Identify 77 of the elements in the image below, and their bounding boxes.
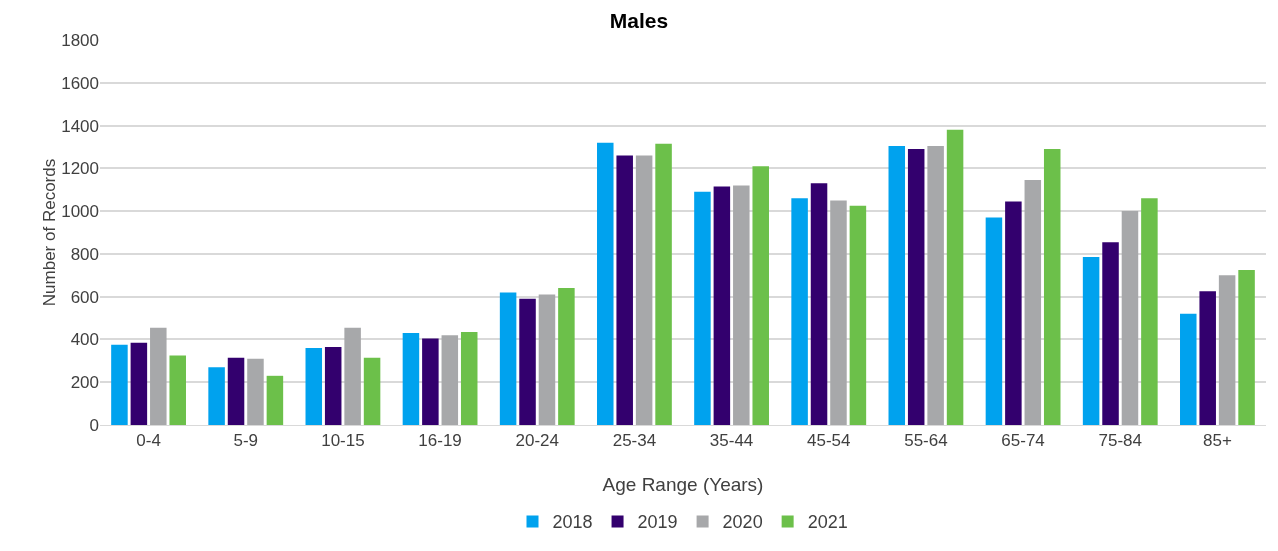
bar: [810, 183, 828, 425]
y-tick-label: 200: [70, 373, 99, 393]
y-tick-label: 800: [70, 244, 99, 264]
bar: [558, 288, 575, 425]
bar: [169, 355, 186, 425]
bar: [499, 292, 517, 425]
bar: [324, 346, 342, 425]
bar: [733, 185, 750, 425]
bar: [1199, 291, 1216, 425]
bar: [422, 338, 439, 425]
x-tick-label: 35-44: [709, 431, 754, 451]
bar: [907, 149, 925, 425]
x-tick-label: 0-4: [136, 431, 161, 451]
bar: [791, 198, 808, 425]
chart-title: Males: [609, 9, 669, 33]
bar: [402, 333, 420, 425]
bar: [1005, 201, 1022, 425]
bar: [985, 217, 1003, 425]
y-tick-label: 1000: [61, 202, 99, 222]
bar: [597, 142, 614, 425]
bar: [266, 375, 284, 425]
bar: [519, 298, 536, 425]
bar: [1043, 149, 1061, 425]
y-tick-label: 600: [70, 287, 99, 307]
x-tick-label: 5-9: [233, 431, 259, 451]
x-tick-label: 65-74: [1001, 431, 1045, 451]
y-tick-label: 0: [89, 415, 99, 435]
bar: [1024, 180, 1042, 425]
y-tick-label: 1800: [61, 30, 99, 50]
bar: [227, 357, 245, 425]
bar: [830, 200, 847, 425]
bar: [150, 327, 167, 425]
bar: [713, 186, 731, 425]
bar: [363, 357, 381, 425]
x-tick-label: 16-19: [418, 431, 462, 451]
bar: [344, 327, 361, 425]
y-tick-label: 1600: [61, 73, 99, 93]
bar: [111, 344, 128, 425]
bar: [888, 145, 906, 425]
bar: [655, 143, 672, 425]
bar: [441, 335, 459, 425]
legend-label: 2018: [552, 512, 593, 533]
bar: [635, 155, 653, 425]
bar: [1180, 313, 1197, 425]
x-tick-label: 45-54: [807, 431, 851, 451]
bar: [1082, 257, 1100, 425]
x-tick-label: 75-84: [1098, 431, 1142, 451]
y-axis-title: Number of Records: [40, 158, 60, 307]
bar: [946, 129, 964, 425]
x-tick-label: 55-64: [904, 431, 948, 451]
legend-label: 2019: [637, 512, 678, 533]
bar: [1141, 198, 1158, 425]
bar: [208, 367, 225, 425]
x-tick-label: 85+: [1203, 431, 1232, 451]
bar: [1238, 269, 1255, 425]
y-tick-label: 400: [70, 330, 99, 350]
bar: [1218, 275, 1236, 425]
y-tick-label: 1400: [61, 116, 99, 136]
bar: [849, 205, 867, 425]
bar: [927, 145, 944, 425]
bar: [1121, 211, 1139, 425]
bar: [752, 166, 769, 425]
bar: [694, 191, 711, 425]
bar: [460, 331, 478, 425]
x-tick-label: 25-34: [612, 431, 657, 451]
bar: [538, 294, 556, 425]
x-tick-label: 10-15: [321, 431, 365, 451]
x-tick-label: 20-24: [515, 431, 559, 451]
bar: [305, 348, 323, 425]
bar: [247, 358, 264, 425]
bar: [1102, 242, 1119, 425]
bar: [616, 155, 633, 425]
x-axis-title: Age Range (Years): [602, 474, 764, 496]
y-tick-label: 1200: [61, 159, 99, 179]
legend-label: 2021: [807, 512, 848, 533]
bar: [130, 342, 148, 425]
legend-label: 2020: [722, 512, 763, 533]
